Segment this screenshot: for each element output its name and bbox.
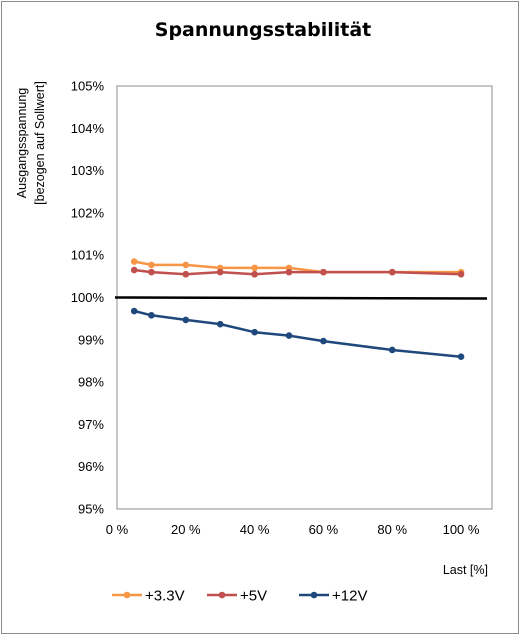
y-tick-label: 104% bbox=[71, 121, 105, 136]
legend-marker bbox=[123, 591, 131, 599]
y-tick-label: 96% bbox=[78, 459, 104, 474]
y-tick-label: 103% bbox=[71, 163, 105, 178]
data-point bbox=[216, 320, 224, 328]
data-point bbox=[182, 270, 190, 278]
data-point bbox=[148, 311, 155, 319]
data-point bbox=[130, 266, 138, 274]
y-tick-label: 95% bbox=[78, 502, 104, 517]
data-point bbox=[251, 270, 258, 278]
y-axis-title-line-2: [bezogen auf Sollwert] bbox=[33, 81, 47, 205]
legend: +3.3V +5V +12V bbox=[112, 588, 367, 605]
plot-area: 95% 96% 97% 98% 99% 100% 101% 102% 103% 104% 105% 0… bbox=[71, 79, 493, 537]
data-point bbox=[320, 268, 327, 276]
y-tick-label: 100% bbox=[71, 290, 105, 305]
legend-label: +3.3V bbox=[145, 588, 185, 605]
x-tick-label: 40 % bbox=[240, 522, 270, 537]
x-tick-label: 0 % bbox=[106, 522, 129, 537]
data-point bbox=[130, 307, 138, 315]
legend-marker bbox=[310, 591, 318, 599]
y-tick-label: 101% bbox=[71, 248, 105, 263]
x-tick-label: 80 % bbox=[377, 522, 407, 537]
data-point bbox=[251, 328, 258, 336]
x-tick-label: 20 % bbox=[171, 522, 201, 537]
data-point bbox=[457, 353, 465, 361]
data-point bbox=[148, 268, 155, 276]
y-axis-title: Ausgangsspannung [bezogen auf Sollwert] bbox=[15, 81, 47, 205]
y-tick-label: 102% bbox=[71, 205, 105, 220]
chart-title: Spannungsstabilität bbox=[155, 19, 371, 41]
data-point bbox=[388, 268, 396, 276]
data-point bbox=[182, 261, 190, 269]
data-point bbox=[251, 264, 258, 272]
series-line bbox=[133, 309, 462, 358]
data-point bbox=[182, 316, 190, 324]
y-tick-label: 105% bbox=[71, 79, 105, 94]
legend-marker bbox=[218, 591, 226, 599]
y-axis-title-line-1: Ausgangsspannung bbox=[15, 88, 29, 199]
data-point bbox=[285, 268, 293, 276]
x-axis-title: Last [%] bbox=[443, 563, 488, 577]
data-point bbox=[130, 258, 138, 265]
legend-label: +5V bbox=[240, 588, 267, 605]
data-point bbox=[320, 337, 327, 345]
legend-label: +12V bbox=[332, 588, 367, 605]
data-point bbox=[285, 332, 293, 339]
reference-line-100 bbox=[114, 296, 488, 300]
x-tick-label: 60 % bbox=[309, 522, 339, 537]
x-tick-label: 100 % bbox=[443, 522, 480, 537]
y-tick-label: 97% bbox=[78, 417, 104, 432]
data-point bbox=[148, 261, 155, 269]
data-point bbox=[388, 346, 396, 354]
data-point bbox=[216, 268, 224, 276]
data-point bbox=[457, 270, 465, 278]
y-tick-label: 98% bbox=[78, 375, 104, 390]
y-tick-label: 99% bbox=[78, 332, 104, 347]
